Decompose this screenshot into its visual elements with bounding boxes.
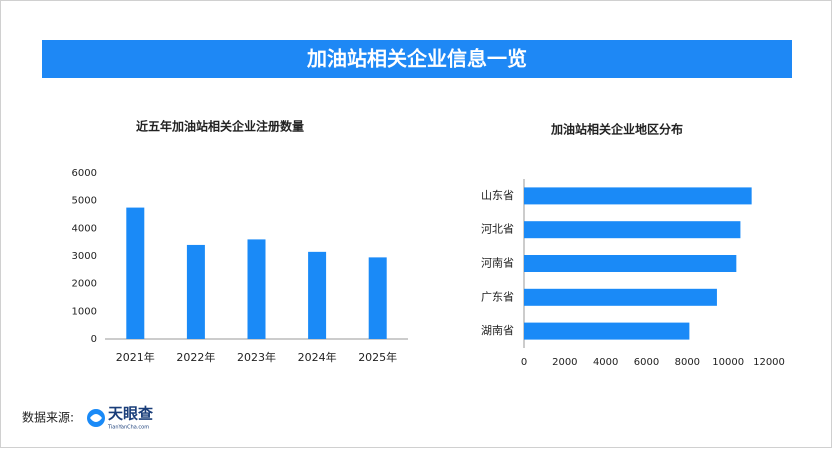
x-tick-label: 6000 xyxy=(634,357,659,368)
logo-text: 天眼查 xyxy=(108,405,154,423)
x-tick-label: 12000 xyxy=(753,357,785,368)
bar xyxy=(524,322,690,340)
y-tick-label: 6000 xyxy=(72,168,97,179)
x-tick-label: 2024年 xyxy=(298,350,337,364)
y-tick-label: 河南省 xyxy=(481,257,514,270)
bar xyxy=(308,251,327,339)
y-tick-label: 广东省 xyxy=(481,290,514,303)
chart-title: 加油站相关企业地区分布 xyxy=(550,122,683,137)
x-tick-label: 2025年 xyxy=(358,350,397,364)
bar xyxy=(126,207,145,339)
y-tick-label: 3000 xyxy=(72,251,97,262)
bar xyxy=(524,221,741,239)
y-tick-label: 5000 xyxy=(72,196,97,207)
x-tick-label: 8000 xyxy=(675,357,700,368)
x-tick-label: 0 xyxy=(521,357,527,368)
x-tick-label: 2000 xyxy=(552,357,577,368)
logo: 天眼查 TianYanCha.com xyxy=(87,405,154,431)
y-tick-label: 2000 xyxy=(72,279,97,290)
y-tick-label: 0 xyxy=(91,334,97,345)
x-tick-label: 10000 xyxy=(712,357,744,368)
bar xyxy=(524,255,737,272)
x-tick-label: 2023年 xyxy=(237,350,276,364)
y-tick-label: 4000 xyxy=(72,223,97,234)
x-tick-label: 2022年 xyxy=(176,350,215,364)
logo-sub: TianYanCha.com xyxy=(107,425,149,431)
banner xyxy=(42,40,792,78)
bar xyxy=(368,257,387,339)
y-tick-label: 河北省 xyxy=(481,223,514,236)
y-tick-label: 1000 xyxy=(72,306,97,317)
y-tick-label: 湖南省 xyxy=(481,324,514,337)
bar xyxy=(247,239,266,339)
bar xyxy=(186,244,205,339)
logo-eye xyxy=(90,414,102,422)
x-tick-label: 4000 xyxy=(593,357,618,368)
x-tick-label: 2021年 xyxy=(116,350,155,364)
chart-title: 近五年加油站相关企业注册数量 xyxy=(136,119,304,134)
y-tick-label: 山东省 xyxy=(481,189,514,202)
bar xyxy=(524,288,717,306)
page-title: 加油站相关企业信息一览 xyxy=(306,47,527,71)
source-label: 数据来源: xyxy=(22,410,74,425)
bar xyxy=(524,187,752,205)
